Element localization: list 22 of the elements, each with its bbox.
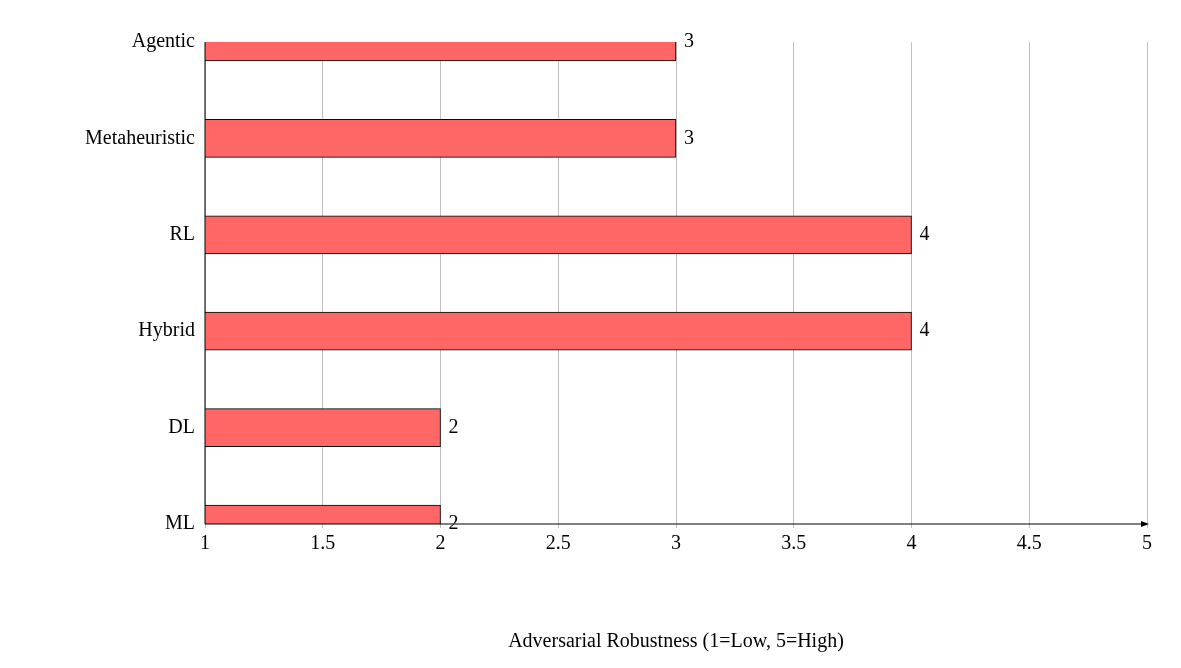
x-tick-label: 4.5: [1016, 531, 1042, 554]
data-label: 3: [684, 29, 694, 52]
x-tick-label: 2: [435, 531, 446, 554]
y-tick-label: DL: [168, 414, 195, 437]
x-tick-label: 4: [906, 531, 917, 554]
y-tick-label: RL: [169, 222, 195, 245]
y-tick-label: Metaheuristic: [85, 125, 196, 148]
data-label: 2: [448, 511, 459, 534]
data-label: 2: [448, 414, 459, 437]
y-tick-label: Hybrid: [138, 318, 195, 342]
y-tick-label: Agentic: [131, 29, 196, 53]
data-label: 4: [919, 318, 930, 341]
x-tick-label: 1.5: [310, 531, 336, 554]
data-label: 3: [684, 125, 694, 148]
x-tick-label: 2.5: [545, 531, 571, 554]
x-tick-label: 5: [1142, 531, 1152, 554]
x-tick-label: 3.5: [781, 531, 807, 554]
x-tick-label: 3: [671, 531, 681, 554]
x-axis-title: Adversarial Robustness (1=Low, 5=High): [508, 629, 844, 653]
data-label: 4: [919, 222, 930, 245]
y-tick-label: ML: [165, 511, 195, 534]
x-tick-label: 1: [200, 531, 210, 554]
